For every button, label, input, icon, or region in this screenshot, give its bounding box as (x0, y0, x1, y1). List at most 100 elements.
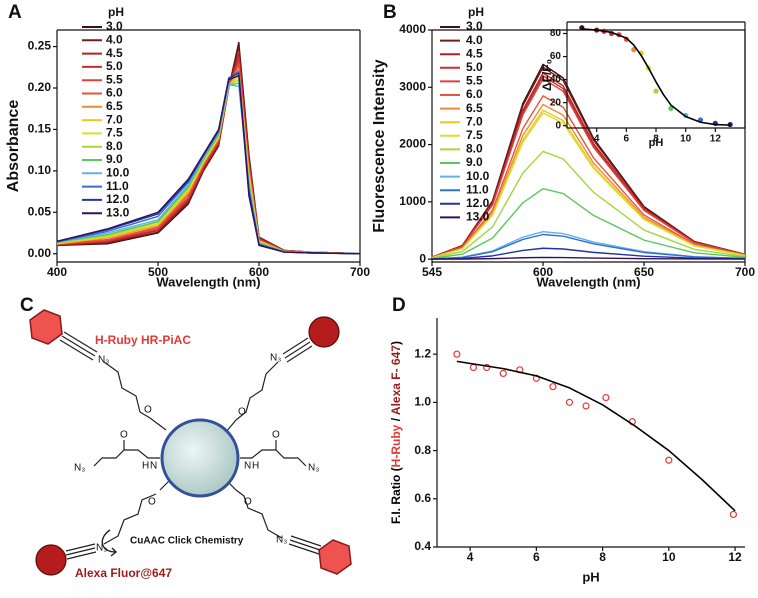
x-tick-label: 700 (350, 265, 370, 279)
legend-label: 8.0 (106, 139, 123, 153)
spectrum-line (431, 112, 746, 259)
atom-label: O (244, 497, 252, 508)
x-tick-label: 600 (249, 265, 269, 279)
legend-title: pH (468, 5, 484, 19)
atom-label: H (142, 461, 149, 472)
legend-label: 7.0 (106, 112, 123, 126)
diagram-label: CuAAC Click Chemistry (130, 536, 244, 547)
atom-label: H (252, 461, 259, 472)
y-tick-label: 40 (550, 74, 562, 85)
diagram-label: Alexa Fluor@647 (75, 566, 172, 580)
y-tick-label: 1.0 (414, 395, 431, 409)
y-axis-label: ΔF/F₀ (540, 59, 554, 91)
legend-title: pH (108, 5, 124, 19)
data-point (469, 363, 478, 372)
y-tick-label: 20 (550, 97, 562, 108)
panel-letter: C (20, 295, 34, 316)
x-tick-label: 8 (599, 550, 606, 564)
data-point (602, 393, 610, 402)
spectrum-line (431, 103, 746, 259)
y-axis-label-part: F.I. Ratio ( (389, 467, 403, 524)
data-point (499, 369, 507, 378)
atom-label: N₃ (270, 353, 281, 364)
x-tick-label: 6 (533, 550, 540, 564)
legend-label: 3.0 (466, 19, 483, 33)
y-tick-label: 1.2 (414, 346, 431, 360)
y-tick-label: 0.4 (414, 539, 431, 553)
diagram-label: H-Ruby HR-PiAC (95, 333, 191, 347)
legend-label: 4.0 (466, 33, 483, 47)
data-point (653, 88, 659, 94)
legend-label: 6.0 (106, 86, 123, 100)
y-tick-label: 80 (550, 28, 562, 39)
atom-label: N (244, 461, 251, 472)
data-point (729, 510, 738, 519)
x-tick-label: 700 (735, 265, 755, 279)
y-axis-label: F.I. Ratio (H-Ruby / Alexa F- 647) (389, 341, 403, 524)
legend-label: 12.0 (466, 196, 490, 210)
spectrum-line (431, 150, 746, 259)
y-tick-label: 4000 (399, 22, 426, 36)
legend-label: 4.5 (466, 46, 483, 60)
fit-curve (581, 28, 731, 126)
legend-label: 10.0 (106, 165, 130, 179)
panel-letter: B (383, 2, 397, 23)
legend-label: 3.0 (106, 19, 123, 33)
scheme (29, 309, 352, 576)
x-tick-label: 600 (533, 265, 553, 279)
x-tick-label: 4 (467, 550, 474, 564)
atom-label: N₃ (308, 463, 319, 474)
y-axis-label-part: / (389, 415, 403, 425)
legend-label: 5.5 (466, 74, 483, 88)
data-point (582, 402, 590, 410)
atom-label: O (238, 407, 246, 418)
data-point (665, 456, 673, 464)
y-tick-label: 3000 (399, 79, 426, 93)
legend-label: 6.5 (466, 101, 483, 115)
y-tick-label: 1000 (399, 194, 426, 208)
spectrum-line (431, 77, 746, 258)
legend-label: 4.5 (106, 46, 123, 60)
y-tick-label: 0.8 (414, 443, 431, 457)
y-axis-label-part: Alexa F- 647 (389, 345, 403, 415)
spectrum-line (56, 82, 361, 255)
data-point (565, 398, 574, 406)
x-tick-label: 12 (728, 550, 742, 564)
y-axis-label: Absorbance (5, 100, 22, 193)
x-tick-label: 400 (47, 265, 67, 279)
spectrum-line (431, 187, 746, 260)
y-tick-label: 0 (555, 120, 561, 131)
atom-label: O (148, 497, 156, 508)
legend-label: 13.0 (466, 210, 490, 224)
x-tick-label: 8 (653, 134, 659, 145)
legend-label: 11.0 (466, 182, 489, 196)
legend-label: 7.5 (466, 128, 483, 142)
data-point (668, 105, 674, 112)
atom-label: O (120, 430, 128, 441)
y-tick-label: 0 (419, 251, 426, 265)
y-tick-label: 0.25 (28, 39, 52, 53)
x-tick-label: 650 (634, 265, 654, 279)
spectrum-line (56, 79, 361, 255)
x-tick-label: 4 (594, 134, 600, 145)
legend-label: 6.5 (106, 99, 123, 113)
y-tick-label: 60 (550, 51, 562, 62)
y-axis-label-part: ) (389, 341, 403, 345)
x-axis-label: pH (582, 569, 599, 584)
spectrum-line (56, 83, 361, 255)
spectrum-line (56, 74, 361, 255)
spectrum-line (431, 95, 746, 259)
spectrum-line (431, 256, 746, 260)
legend-label: 9.0 (106, 152, 123, 166)
panel-letter: D (392, 295, 406, 316)
atom-label: N₃ (96, 543, 107, 554)
y-tick-label: 0.6 (414, 491, 431, 505)
y-tick-label: 0.20 (28, 80, 52, 94)
legend-label: 9.0 (466, 155, 483, 169)
data-point (549, 383, 557, 391)
legend-label: 7.0 (466, 114, 483, 128)
legend-label: 4.0 (106, 32, 123, 46)
atom-label: O (144, 405, 152, 416)
x-tick-label: 6 (624, 134, 630, 145)
y-axis-label-part: H-Ruby (389, 424, 403, 467)
